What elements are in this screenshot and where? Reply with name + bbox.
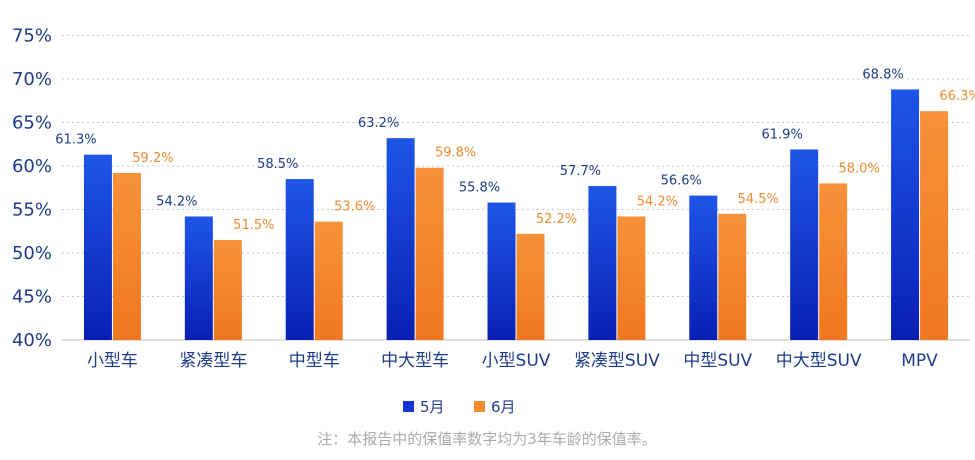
data-labels: 61.3% 59.2% 54.2% 51.5% 58.5% 53.6% 63.2% 59.8%… (55, 67, 975, 233)
y-tick-label: 75% (12, 26, 52, 47)
bar-jun (718, 213, 747, 340)
legend-label-jun: 6月 (491, 398, 516, 416)
x-tick-label: MPV (901, 351, 938, 371)
y-tick-label: 55% (12, 200, 52, 221)
bar-may (386, 138, 415, 340)
x-tick-label: 紧凑型车 (179, 351, 247, 371)
bar-jun (213, 239, 242, 340)
bar-may (285, 179, 314, 340)
data-label-jun: 66.3% (939, 89, 975, 104)
bars (83, 89, 949, 340)
gridlines (62, 35, 970, 297)
y-axis: 40% 45% 50% 55% 60% 65% 70% 75% (12, 26, 970, 351)
data-label-jun: 52.2% (536, 212, 577, 227)
x-tick-label: 中大型SUV (776, 351, 862, 371)
x-tick-label: 中大型车 (381, 351, 449, 371)
legend-swatch-may (403, 401, 414, 412)
bar-jun (920, 111, 949, 340)
bar-may (184, 216, 213, 340)
bar-may (790, 149, 819, 340)
data-label-jun: 53.6% (334, 200, 375, 215)
x-tick-label: 中型车 (289, 351, 340, 371)
x-axis: 小型车 紧凑型车 中型车 中大型车 小型SUV 紧凑型SUV 中型SUV 中大型SUV MPV (87, 351, 938, 371)
bar-may (588, 186, 617, 340)
y-tick-label: 70% (12, 69, 52, 90)
bar-may (83, 154, 112, 340)
y-tick-label: 50% (12, 243, 52, 264)
data-label-jun: 51.5% (233, 218, 274, 233)
bar-jun (516, 233, 545, 340)
x-tick-label: 小型车 (87, 351, 138, 371)
data-label-jun: 54.2% (637, 194, 678, 209)
data-label-jun: 59.2% (132, 151, 173, 166)
bar-may (487, 202, 516, 340)
bar-jun (415, 167, 444, 340)
y-tick-label: 45% (12, 287, 52, 308)
data-label-jun: 54.5% (738, 192, 779, 207)
y-tick-label: 40% (12, 330, 52, 351)
bar-jun (617, 216, 646, 340)
data-label-jun: 58.0% (839, 161, 880, 176)
footnote: 注：本报告中的保值率数字均为3年车龄的保值率。 (317, 430, 657, 448)
bar-jun (819, 183, 848, 340)
data-label-may: 68.8% (862, 67, 903, 82)
data-label-may: 57.7% (560, 164, 601, 179)
x-tick-label: 小型SUV (482, 351, 551, 371)
legend-label-may: 5月 (420, 398, 445, 416)
bar-may (891, 89, 920, 340)
x-tick-label: 中型SUV (683, 351, 752, 371)
bar-jun (112, 172, 141, 340)
bar-jun (314, 221, 343, 340)
bar-may (689, 195, 718, 340)
data-label-may: 54.2% (156, 194, 197, 209)
x-tick-label: 紧凑型SUV (574, 351, 660, 371)
legend: 5月 6月 (403, 398, 516, 416)
data-label-may: 58.5% (257, 157, 298, 172)
data-label-jun: 59.8% (435, 146, 476, 161)
data-label-may: 61.9% (762, 127, 803, 142)
data-label-may: 63.2% (358, 116, 399, 131)
data-label-may: 61.3% (55, 133, 96, 148)
y-tick-label: 65% (12, 113, 52, 134)
data-label-may: 55.8% (459, 181, 500, 196)
y-tick-label: 60% (12, 156, 52, 177)
legend-swatch-jun (474, 401, 485, 412)
data-label-may: 56.6% (661, 174, 702, 189)
